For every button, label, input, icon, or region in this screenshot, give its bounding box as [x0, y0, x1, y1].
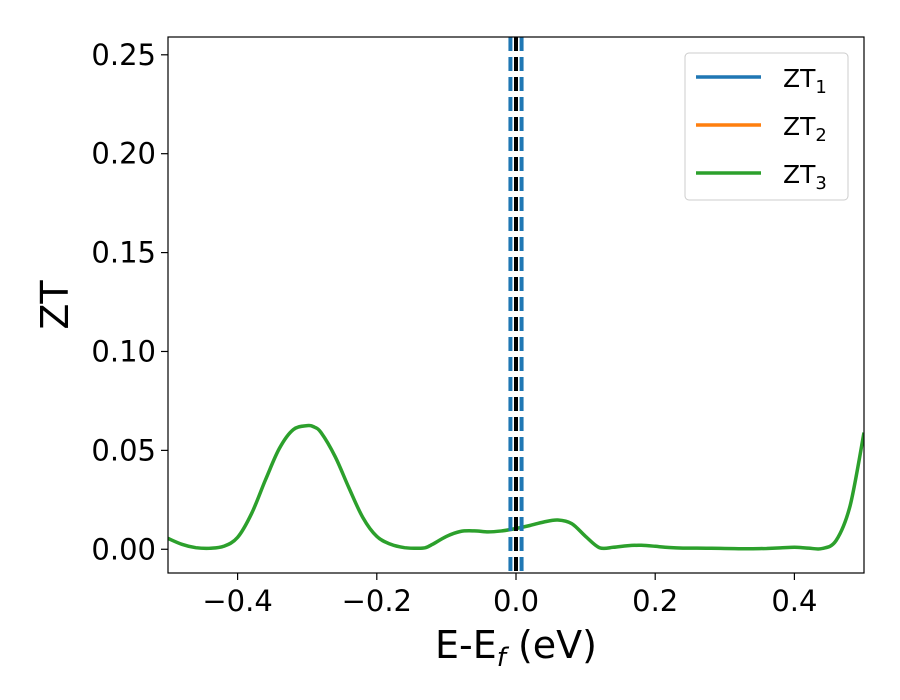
y-tick-label: 0.25	[91, 38, 156, 72]
legend-box	[684, 52, 849, 201]
x-axis-title-unit: (eV)	[506, 623, 597, 667]
y-tick-label: 0.15	[91, 236, 156, 270]
x-tick-label: −0.2	[342, 584, 412, 618]
legend: ZT1 ZT2 ZT3	[684, 52, 849, 201]
x-tick-label: −0.4	[202, 584, 272, 618]
y-axis: 0.00 0.05 0.10 0.15 0.20 0.25	[91, 38, 168, 566]
legend-label: ZT2	[783, 112, 827, 146]
x-axis: −0.4 −0.2 0.0 0.2 0.4	[202, 573, 817, 618]
y-tick-label: 0.10	[91, 334, 156, 368]
legend-label: ZT1	[783, 64, 827, 98]
x-tick-label: 0.4	[771, 584, 817, 618]
x-tick-label: 0.2	[632, 584, 678, 618]
y-axis-title: ZT	[33, 280, 77, 330]
x-tick-label: 0.0	[493, 584, 539, 618]
y-tick-label: 0.00	[91, 532, 156, 566]
x-axis-title: E-Ef (eV)	[435, 623, 597, 673]
y-tick-label: 0.20	[91, 137, 156, 171]
series-line-zt3	[168, 423, 864, 551]
legend-label: ZT3	[783, 160, 827, 194]
plot-area	[168, 37, 864, 573]
y-tick-label: 0.05	[91, 433, 156, 467]
